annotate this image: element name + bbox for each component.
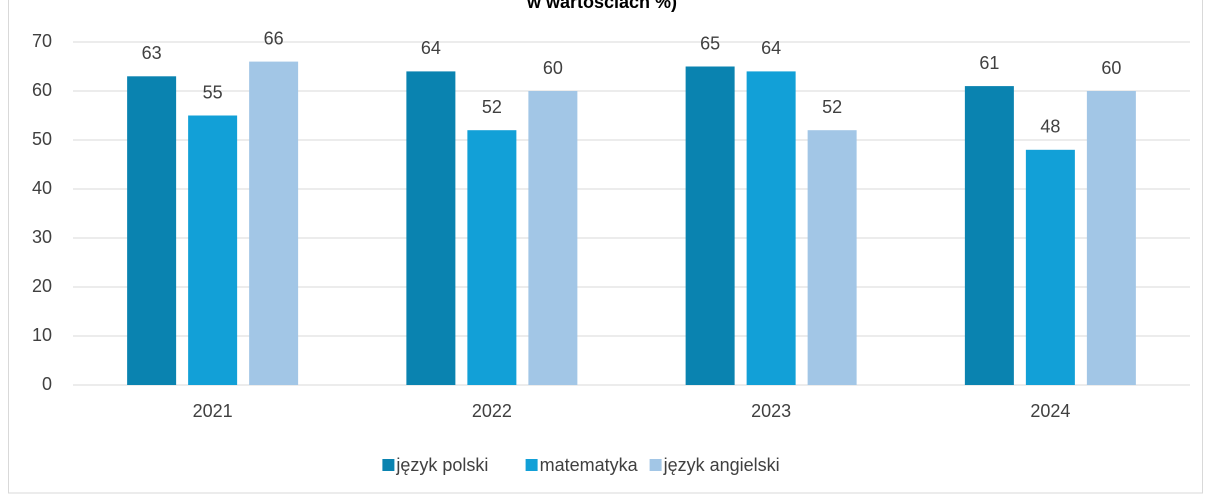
x-tick-label: 2023	[751, 401, 791, 421]
y-tick-label: 40	[32, 178, 52, 198]
legend-label: matematyka	[540, 455, 639, 475]
bar	[467, 130, 517, 385]
data-label: 55	[203, 82, 223, 102]
chart-title: w wartościach %)	[526, 0, 677, 12]
x-tick-label: 2024	[1030, 401, 1070, 421]
legend-swatch	[382, 459, 395, 471]
bar	[528, 91, 578, 385]
y-tick-label: 50	[32, 129, 52, 149]
y-tick-label: 0	[42, 374, 52, 394]
y-tick-label: 30	[32, 227, 52, 247]
x-tick-label: 2022	[472, 401, 512, 421]
bar	[406, 71, 456, 386]
y-tick-label: 60	[32, 80, 52, 100]
y-tick-label: 70	[32, 31, 52, 51]
bar	[249, 61, 299, 385]
data-label: 60	[1101, 58, 1121, 78]
bar	[1086, 91, 1136, 385]
y-tick-label: 10	[32, 325, 52, 345]
bar	[685, 66, 735, 385]
legend-label: język polski	[395, 455, 488, 475]
data-label: 65	[700, 33, 720, 53]
x-tick-label: 2021	[193, 401, 233, 421]
legend-swatch	[649, 459, 662, 471]
data-label: 64	[421, 38, 441, 58]
bar	[1025, 149, 1075, 385]
chart-frame	[8, 0, 1203, 494]
data-label: 48	[1040, 117, 1060, 137]
data-label: 63	[142, 43, 162, 63]
bar	[188, 115, 238, 385]
data-label: 64	[761, 38, 781, 58]
bar	[964, 86, 1014, 385]
data-label: 52	[482, 97, 502, 117]
data-label: 52	[822, 97, 842, 117]
bar	[807, 130, 857, 385]
legend-swatch	[525, 459, 538, 471]
bar	[746, 71, 796, 386]
bar	[127, 76, 177, 386]
y-tick-label: 20	[32, 276, 52, 296]
legend-label: język angielski	[663, 455, 780, 475]
data-label: 60	[543, 58, 563, 78]
data-label: 66	[264, 28, 284, 48]
data-label: 61	[979, 53, 999, 73]
